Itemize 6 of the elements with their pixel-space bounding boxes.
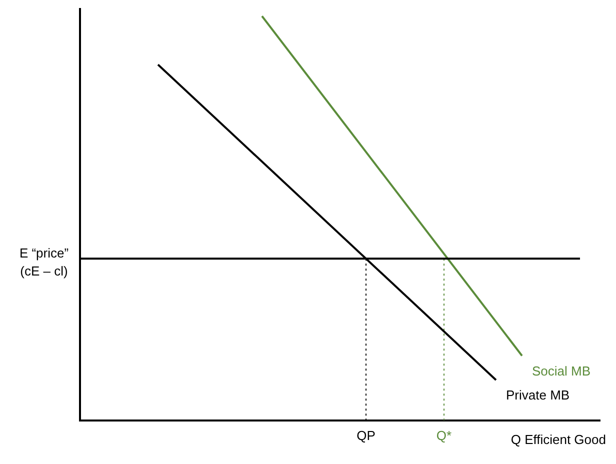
x-tick-label: QP: [356, 428, 376, 443]
x-axis-title: Q Efficient Good: [510, 432, 606, 447]
series-label: Private MB: [506, 388, 570, 403]
x-tick-label: Q*: [436, 428, 452, 443]
ref-line-label: E “price” (cE – cl): [19, 245, 69, 278]
series-label: Social MB: [532, 363, 591, 378]
